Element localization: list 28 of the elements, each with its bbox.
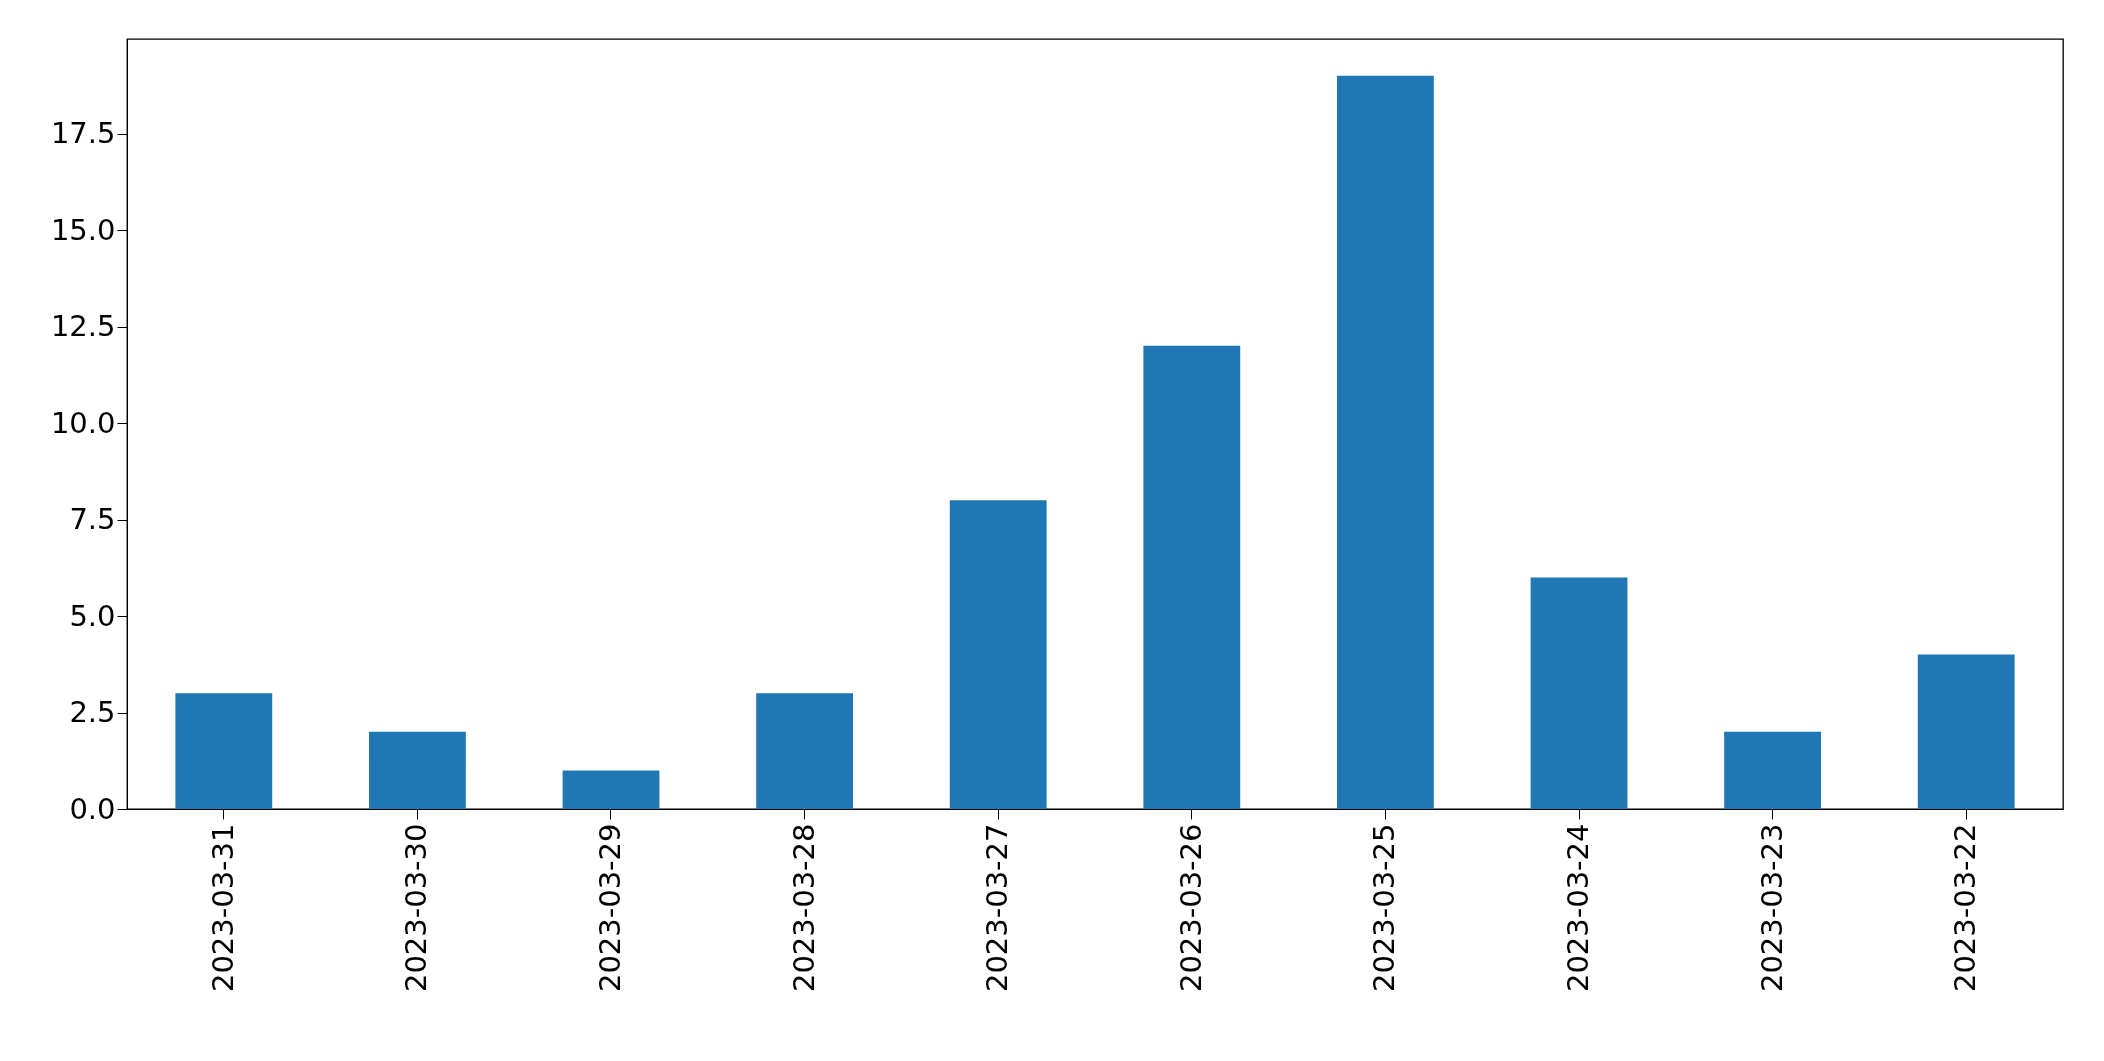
bar bbox=[1917, 654, 2015, 809]
x-tick-label: 2023-03-27 bbox=[980, 823, 1015, 993]
y-tick-label: 7.5 bbox=[69, 502, 116, 537]
bar bbox=[1143, 345, 1241, 809]
x-tick-label: 2023-03-26 bbox=[1173, 823, 1208, 993]
y-tick-label: 2.5 bbox=[69, 695, 116, 730]
y-tick-label: 15.0 bbox=[50, 212, 116, 247]
x-tick-label: 2023-03-28 bbox=[786, 823, 821, 993]
bar bbox=[949, 500, 1047, 809]
bar bbox=[369, 731, 466, 809]
y-tick-label: 0.0 bbox=[69, 791, 116, 826]
bar bbox=[1337, 75, 1434, 809]
x-tick-label: 2023-03-22 bbox=[1948, 823, 1983, 993]
y-tick-label: 12.5 bbox=[50, 309, 116, 344]
bar bbox=[1724, 731, 1821, 809]
x-tick-label: 2023-03-23 bbox=[1754, 823, 1789, 993]
y-tick-label: 17.5 bbox=[50, 116, 116, 151]
bar bbox=[756, 693, 853, 809]
x-tick-label: 2023-03-29 bbox=[593, 823, 627, 993]
x-tick-label: 2023-03-25 bbox=[1367, 823, 1402, 993]
y-tick-label: 5.0 bbox=[69, 598, 116, 633]
bar bbox=[1530, 577, 1628, 809]
x-tick-label: 2023-03-24 bbox=[1561, 823, 1595, 993]
x-tick-label: 2023-03-30 bbox=[399, 823, 434, 993]
bar bbox=[175, 693, 273, 809]
x-tick-label: 2023-03-31 bbox=[205, 823, 240, 993]
y-tick-label: 10.0 bbox=[50, 405, 116, 440]
bar bbox=[562, 770, 660, 809]
